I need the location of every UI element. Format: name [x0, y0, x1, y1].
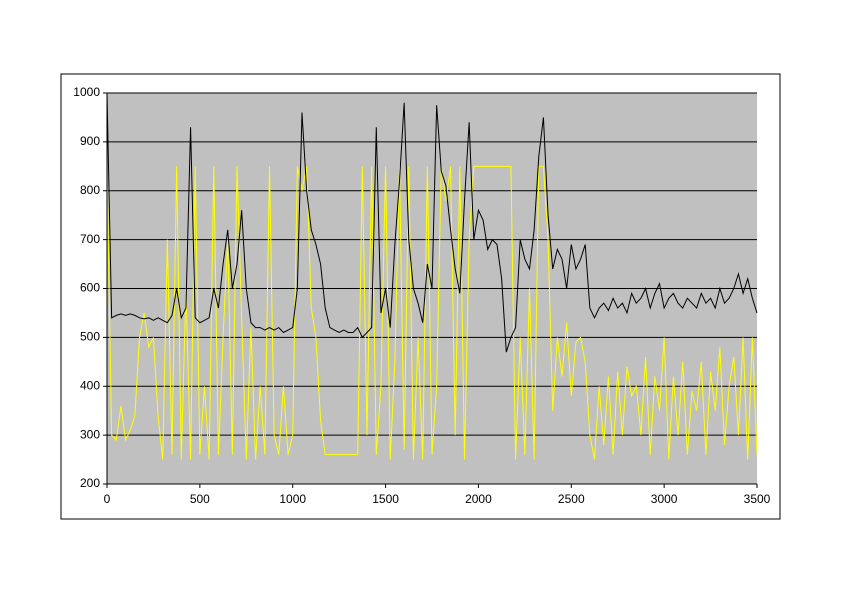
y-tick-label: 300 [80, 427, 100, 441]
x-tick-label: 3500 [744, 492, 771, 506]
y-tick-label: 400 [80, 378, 100, 392]
series-line [106, 92, 758, 353]
y-tick-label: 900 [80, 134, 100, 148]
y-tick-label: 800 [80, 183, 100, 197]
y-tick-label: 200 [80, 476, 100, 490]
x-tick-label: 2500 [558, 492, 585, 506]
x-tick-label: 1500 [372, 492, 399, 506]
x-tick-label: 0 [104, 492, 111, 506]
y-tick-label: 700 [80, 232, 100, 246]
y-tick-label: 500 [80, 330, 100, 344]
y-tick-label: 1000 [73, 85, 100, 99]
x-tick-label: 2000 [465, 492, 492, 506]
x-tick-label: 3000 [651, 492, 678, 506]
y-tick-label: 600 [80, 281, 100, 295]
x-tick-label: 500 [190, 492, 210, 506]
series-line [106, 165, 758, 460]
x-tick-label: 1000 [279, 492, 306, 506]
